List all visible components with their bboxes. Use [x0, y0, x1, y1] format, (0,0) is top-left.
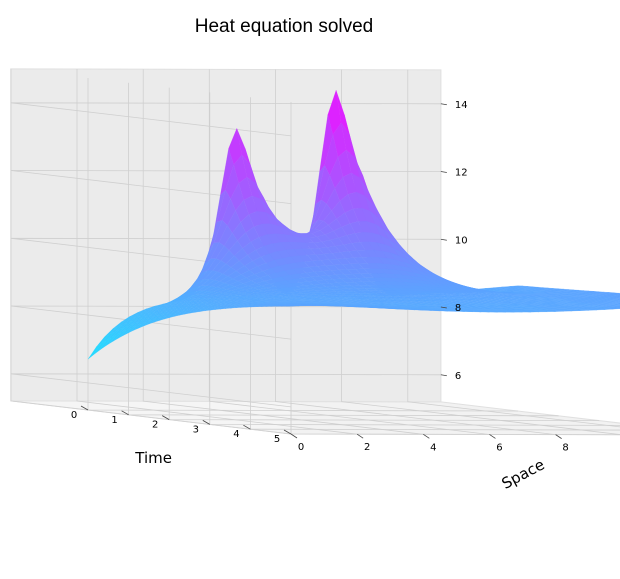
axes-ticks: 01234502468101268101214 [71, 100, 569, 454]
gridline-space [10, 68, 292, 435]
y-tick-label: 4 [430, 442, 436, 453]
y-axis-label: Space [499, 455, 548, 492]
gridline-z [10, 102, 441, 137]
chart-title: Heat equation solved [194, 16, 374, 37]
z-tick-mark [440, 103, 447, 106]
gridline-z [10, 373, 441, 408]
z-tick-mark [440, 171, 447, 173]
y-tick-mark [356, 433, 364, 439]
x-tick-mark [283, 429, 292, 435]
x-axis-label: Time [134, 449, 172, 467]
surface-mesh [87, 90, 620, 360]
gridline-z [10, 170, 441, 204]
y-tick-mark [489, 434, 496, 439]
x-tick-mark [80, 405, 89, 411]
gridline-space [275, 69, 556, 435]
x-tick-label: 3 [193, 424, 199, 435]
gridline-z [10, 305, 441, 340]
gridline-space [407, 69, 620, 428]
z-tick-mark [440, 238, 447, 241]
x-tick-label: 5 [274, 434, 280, 445]
z-tick-label: 8 [455, 303, 461, 314]
x-tick-mark [202, 420, 210, 425]
z-tick-mark [440, 374, 447, 377]
z-tick-label: 10 [455, 235, 468, 246]
x-tick-label: 1 [111, 415, 117, 426]
z-tick-label: 12 [455, 168, 468, 179]
y-tick-mark [290, 433, 298, 439]
y-tick-label: 2 [364, 442, 370, 453]
y-tick-label: 8 [562, 443, 568, 454]
x-tick-label: 4 [233, 429, 239, 440]
y-tick-label: 6 [496, 442, 502, 453]
x-tick-label: 0 [71, 410, 77, 421]
y-tick-mark [423, 433, 430, 439]
z-tick-mark [440, 306, 447, 309]
gridline-space [142, 69, 424, 435]
z-tick-label: 6 [455, 371, 461, 382]
x-tick-label: 2 [152, 420, 158, 431]
gridline-space [76, 69, 358, 435]
gridline-space [208, 69, 490, 435]
y-tick-mark [555, 434, 562, 439]
x-tick-mark [162, 415, 170, 420]
z-tick-label: 14 [455, 100, 468, 111]
x-tick-mark [243, 424, 251, 430]
x-tick-mark [121, 410, 129, 416]
y-tick-label: 0 [298, 442, 304, 453]
